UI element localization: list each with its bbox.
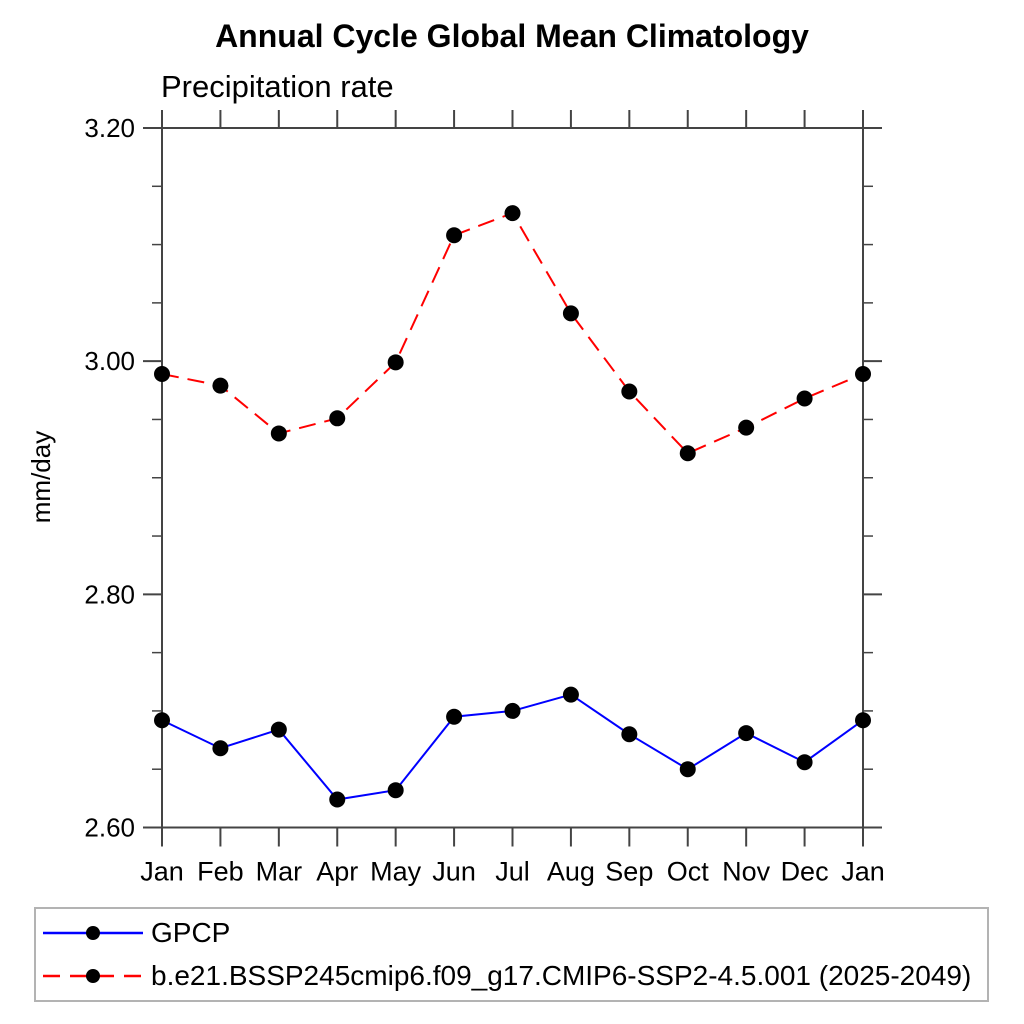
data-point bbox=[738, 725, 755, 742]
data-point bbox=[154, 365, 170, 382]
x-tick-label: Dec bbox=[781, 857, 829, 887]
data-point bbox=[270, 721, 287, 738]
legend-item-model: b.e21.BSSP245cmip6.f09_g17.CMIP6-SSP2-4.… bbox=[39, 956, 987, 996]
data-point bbox=[446, 708, 463, 725]
data-point bbox=[387, 782, 404, 799]
data-point bbox=[504, 205, 521, 222]
legend-sample-dashed-line bbox=[43, 969, 143, 984]
x-tick-label: Sep bbox=[605, 857, 653, 887]
data-point bbox=[387, 354, 404, 371]
data-point bbox=[504, 702, 521, 719]
data-point bbox=[855, 712, 871, 729]
data-point bbox=[329, 791, 346, 808]
x-tick-label: Jan bbox=[140, 857, 184, 887]
legend-label-model: b.e21.BSSP245cmip6.f09_g17.CMIP6-SSP2-4.… bbox=[151, 960, 972, 992]
x-tick-label: Apr bbox=[316, 857, 358, 887]
legend-label-gpcp: GPCP bbox=[151, 916, 231, 948]
data-point bbox=[329, 410, 346, 427]
data-point bbox=[562, 305, 579, 322]
data-point bbox=[212, 377, 229, 394]
y-tick-label: 2.60 bbox=[84, 813, 135, 843]
data-point bbox=[212, 740, 229, 757]
data-point bbox=[679, 761, 696, 778]
legend-marker-dot bbox=[86, 925, 100, 940]
legend-box: GPCP b.e21.BSSP245cmip6.f09_g17.CMIP6-SS… bbox=[34, 907, 989, 1002]
data-point bbox=[855, 365, 871, 382]
y-axis-label: mm/day bbox=[26, 431, 56, 523]
data-point bbox=[621, 726, 638, 743]
chart-subtitle: Precipitation rate bbox=[161, 69, 394, 104]
x-tick-label: Oct bbox=[667, 857, 710, 887]
x-tick-label: Mar bbox=[256, 857, 303, 887]
legend-marker-dot bbox=[86, 969, 100, 984]
data-point bbox=[796, 390, 813, 407]
series-line-model bbox=[161, 211, 864, 455]
data-point bbox=[446, 227, 463, 244]
data-point bbox=[270, 425, 287, 442]
data-point bbox=[621, 383, 638, 400]
data-point bbox=[796, 754, 813, 771]
y-tick-label: 2.80 bbox=[84, 579, 135, 609]
x-tick-label: Aug bbox=[547, 857, 595, 887]
data-point bbox=[154, 712, 170, 729]
x-tick-label: Jan bbox=[841, 857, 885, 887]
legend-item-gpcp: GPCP bbox=[39, 913, 987, 953]
plot-frame bbox=[161, 127, 864, 829]
data-point bbox=[562, 686, 579, 703]
x-tick-label: Nov bbox=[722, 857, 771, 887]
x-tick-label: Jul bbox=[495, 857, 530, 887]
legend-sample-solid-line bbox=[43, 925, 143, 940]
x-tick-label: Feb bbox=[197, 857, 244, 887]
y-tick-label: 3.20 bbox=[84, 113, 135, 143]
chart-title: Annual Cycle Global Mean Climatology bbox=[215, 18, 809, 54]
data-point bbox=[738, 419, 755, 436]
y-tick-label: 3.00 bbox=[84, 346, 135, 376]
x-tick-label: May bbox=[370, 857, 422, 887]
data-point bbox=[679, 445, 696, 462]
x-tick-label: Jun bbox=[432, 857, 476, 887]
